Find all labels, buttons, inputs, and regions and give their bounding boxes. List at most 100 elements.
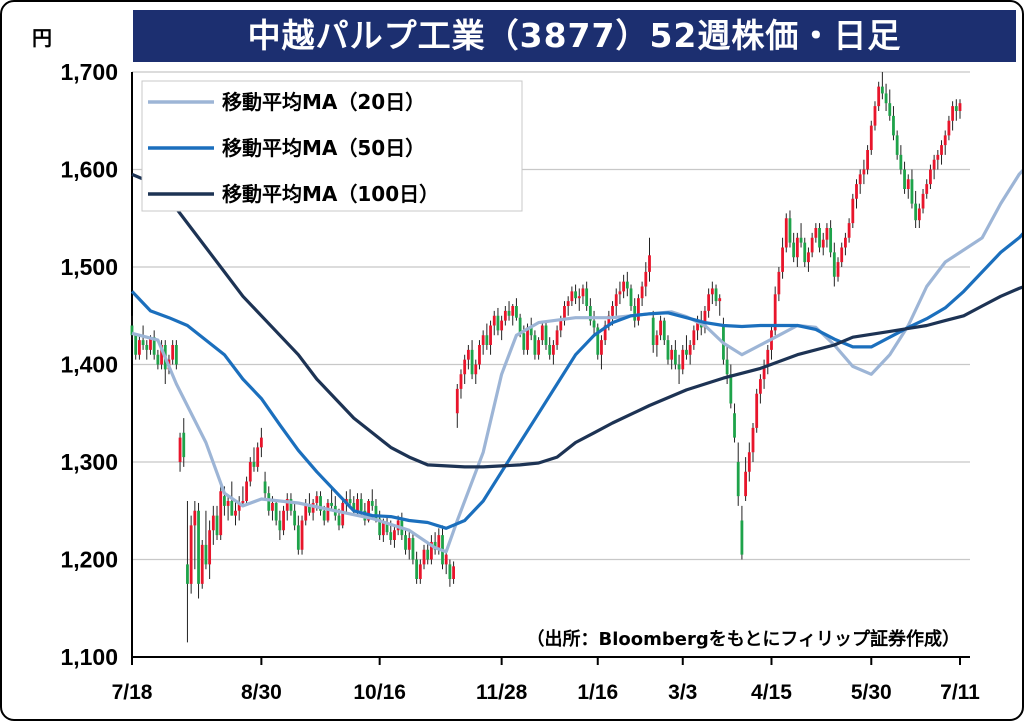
candle-body bbox=[880, 86, 884, 94]
candle-body bbox=[152, 337, 156, 355]
candle-body bbox=[670, 349, 674, 360]
candle-body bbox=[267, 493, 271, 511]
candle-body bbox=[836, 262, 840, 277]
candle-body bbox=[707, 294, 711, 311]
y-tick-label: 1,200 bbox=[60, 547, 118, 573]
candle-body bbox=[792, 242, 796, 258]
candle-body bbox=[877, 86, 881, 107]
candle-body bbox=[319, 496, 322, 511]
candle-body bbox=[145, 345, 149, 350]
x-tick-label: 11/28 bbox=[476, 681, 528, 704]
candle-body bbox=[433, 541, 437, 550]
candle-body bbox=[747, 452, 751, 472]
candle-body bbox=[917, 208, 921, 221]
candle-body bbox=[585, 288, 589, 306]
candle-body bbox=[703, 310, 707, 328]
candle-body bbox=[478, 345, 481, 365]
candle-body bbox=[507, 310, 511, 316]
candle-body bbox=[160, 345, 163, 365]
candle-body bbox=[186, 564, 189, 584]
candle-body bbox=[588, 306, 592, 321]
candle-body bbox=[444, 554, 448, 565]
candle-body bbox=[285, 499, 289, 511]
candle-body bbox=[929, 169, 932, 185]
candle-body bbox=[954, 106, 958, 111]
legend-label: 移動平均MA（50日） bbox=[222, 136, 425, 160]
candle-body bbox=[844, 237, 847, 248]
y-tick-label: 1,500 bbox=[60, 254, 118, 280]
chart-title: 中越パルプ工業（3877）52週株価・日足 bbox=[247, 16, 902, 55]
candle-body bbox=[866, 150, 869, 170]
candle-body bbox=[906, 179, 910, 189]
candle-body bbox=[858, 174, 862, 185]
y-tick-label: 1,600 bbox=[60, 157, 118, 183]
candle-body bbox=[134, 335, 138, 355]
candle-body bbox=[629, 288, 633, 306]
candle-body bbox=[245, 481, 248, 501]
candle-body bbox=[515, 306, 518, 318]
candle-body bbox=[921, 193, 925, 209]
candle-body bbox=[673, 349, 677, 365]
ma-line-2 bbox=[131, 172, 1022, 469]
x-tick-label: 7/11 bbox=[940, 681, 980, 704]
x-tick-label: 3/3 bbox=[668, 681, 697, 704]
candle-body bbox=[300, 520, 304, 550]
candle-body bbox=[330, 502, 334, 506]
candle-body bbox=[936, 154, 940, 160]
candle-body bbox=[418, 564, 422, 579]
candle-body bbox=[762, 366, 766, 380]
candle-body bbox=[644, 271, 648, 287]
candle-body bbox=[322, 510, 326, 521]
candle-body bbox=[326, 502, 330, 521]
candle-body bbox=[892, 115, 895, 136]
candle-body bbox=[389, 532, 393, 540]
candle-body bbox=[540, 325, 544, 341]
candle-body bbox=[655, 335, 659, 345]
candle-body bbox=[574, 291, 577, 299]
candle-body bbox=[814, 228, 818, 238]
candle-body bbox=[736, 462, 740, 497]
candle-body bbox=[459, 374, 463, 389]
candle-body bbox=[910, 179, 914, 204]
candle-body bbox=[625, 281, 629, 289]
candle-body bbox=[237, 502, 241, 511]
y-tick-label: 1,100 bbox=[60, 644, 118, 670]
candle-body bbox=[914, 203, 918, 221]
candle-body bbox=[677, 364, 681, 370]
candle-body bbox=[204, 544, 208, 565]
candle-body bbox=[899, 154, 903, 170]
candle-body bbox=[304, 505, 308, 521]
candle-body bbox=[293, 510, 297, 526]
candle-body bbox=[529, 327, 533, 336]
candle-body bbox=[666, 340, 670, 360]
candle-body bbox=[430, 541, 433, 560]
candle-body bbox=[551, 345, 555, 355]
candle-body bbox=[662, 320, 666, 341]
candle-body bbox=[714, 288, 718, 302]
candle-body bbox=[888, 103, 892, 116]
candle-body bbox=[485, 335, 489, 345]
candle-body bbox=[489, 325, 492, 345]
candle-body bbox=[315, 496, 319, 503]
candle-body bbox=[840, 247, 844, 263]
candle-body bbox=[211, 515, 215, 531]
title-bar: 中越パルプ工業（3877）52週株価・日足 bbox=[133, 10, 1016, 62]
candle-body bbox=[570, 291, 574, 302]
candle-body bbox=[947, 120, 951, 136]
candle-body bbox=[862, 169, 866, 175]
candle-body bbox=[818, 228, 821, 248]
candle-body bbox=[156, 354, 160, 365]
candle-body bbox=[614, 294, 618, 306]
candle-body bbox=[481, 335, 485, 345]
candle-body bbox=[740, 520, 744, 555]
candle-body bbox=[600, 340, 603, 355]
candle-body bbox=[788, 218, 792, 243]
candle-body bbox=[130, 325, 134, 336]
candle-body bbox=[563, 306, 566, 321]
candle-body bbox=[422, 549, 426, 565]
candle-body bbox=[311, 502, 315, 513]
candle-body bbox=[781, 247, 784, 272]
candle-body bbox=[500, 320, 504, 331]
candle-body bbox=[847, 223, 851, 238]
